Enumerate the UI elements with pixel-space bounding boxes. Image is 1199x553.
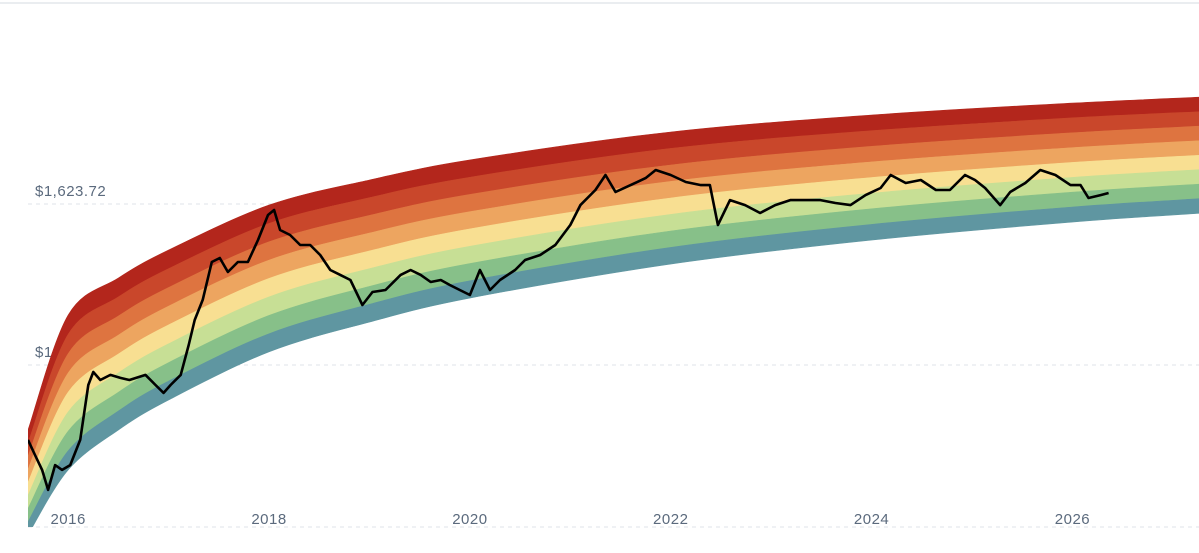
- y-tick-label: $1,623.72: [35, 183, 106, 200]
- plot-area: [28, 96, 1199, 527]
- rainbow-band: [28, 198, 1199, 527]
- x-tick-label: 2022: [653, 511, 688, 528]
- x-tick-label: 2020: [452, 511, 487, 528]
- x-tick-label: 2024: [854, 511, 889, 528]
- x-tick-label: 2016: [50, 511, 85, 528]
- x-tick-label: 2026: [1055, 511, 1090, 528]
- x-tick-label: 2018: [251, 511, 286, 528]
- price-line: [28, 168, 1109, 492]
